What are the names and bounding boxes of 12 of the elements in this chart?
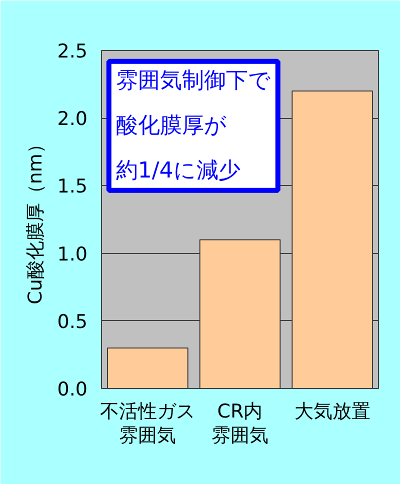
x-tick-label: 不活性ガス雰囲気 — [100, 400, 196, 447]
y-tick-label: 2.0 — [57, 108, 88, 130]
bar — [107, 347, 188, 388]
y-tick-label: 2.5 — [57, 40, 88, 62]
y-axis-title: Cu酸化膜厚（nm） — [24, 134, 46, 304]
y-tick-label: 0.5 — [57, 310, 88, 333]
y-tick-label: 0.0 — [57, 378, 88, 400]
x-tick-label: CR内雰囲気 — [212, 400, 268, 447]
annotation: 雰囲気制御下で酸化膜厚が約1/4に減少 — [116, 68, 271, 184]
y-tick-label: 1.5 — [57, 176, 88, 198]
y-tick-label: 1.0 — [57, 243, 88, 266]
x-tick-label: 大気放置 — [294, 400, 370, 422]
